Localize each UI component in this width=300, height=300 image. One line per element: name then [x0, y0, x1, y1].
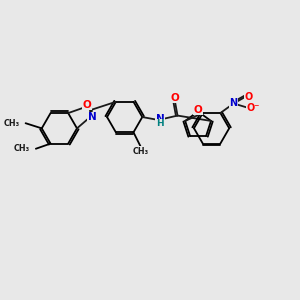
Text: O: O	[194, 105, 203, 115]
Text: N: N	[230, 98, 238, 109]
Text: H: H	[157, 119, 164, 128]
Text: N: N	[88, 112, 97, 122]
Text: CH₃: CH₃	[4, 119, 20, 128]
Text: O: O	[82, 100, 91, 110]
Text: N: N	[156, 114, 165, 124]
Text: O: O	[171, 93, 180, 103]
Text: O: O	[244, 92, 252, 102]
Text: CH₃: CH₃	[14, 144, 30, 153]
Text: CH₃: CH₃	[133, 147, 149, 156]
Text: O⁻: O⁻	[246, 103, 260, 113]
